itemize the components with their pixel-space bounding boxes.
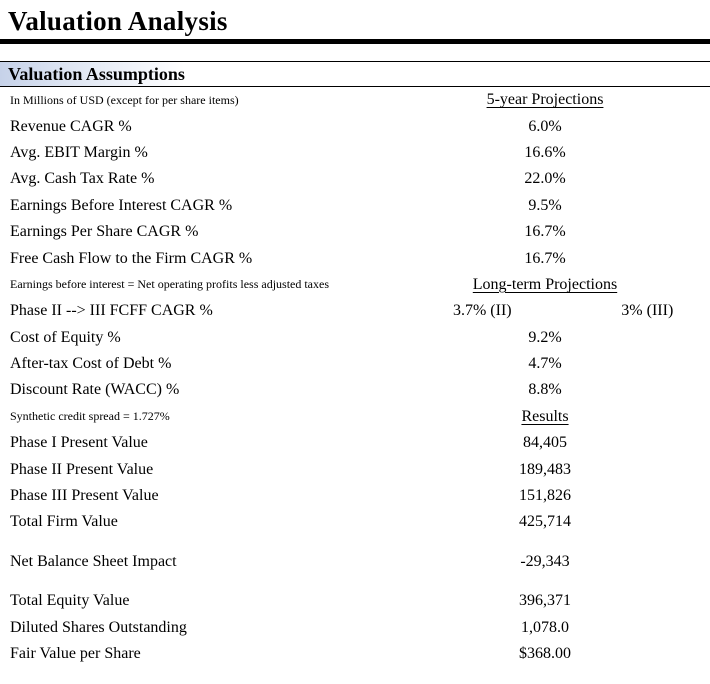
row-value: 84,405 — [523, 434, 567, 452]
row-value: 9.2% — [528, 328, 562, 346]
row-label: Total Firm Value — [10, 513, 118, 531]
table-row-phase2-pv: Phase II Present Value 189,483 — [0, 456, 710, 482]
table-row-ebit-margin: Avg. EBIT Margin % 16.6% — [0, 140, 710, 166]
spacer — [0, 536, 710, 549]
row-value: 16.7% — [524, 249, 566, 267]
column-header-cell: Long-term Projections — [380, 276, 710, 294]
row-value: 189,483 — [519, 460, 571, 478]
row-label: Phase II --> III FCFF CAGR % — [10, 302, 213, 320]
row-label: Net Balance Sheet Impact — [10, 552, 177, 570]
row-label: Avg. EBIT Margin % — [10, 143, 148, 161]
phase3-value: 3% (III) — [621, 302, 674, 320]
row-value: 6.0% — [528, 117, 562, 135]
table-row-fair-value-per-share: Fair Value per Share $368.00 — [0, 641, 710, 667]
table-row-phase-fcff-cagr: Phase II --> III FCFF CAGR % 3.7% (II) 3… — [0, 298, 710, 324]
row-label: Avg. Cash Tax Rate % — [10, 170, 155, 188]
section-header-band: Valuation Assumptions — [0, 61, 710, 87]
row-value: 396,371 — [519, 592, 571, 610]
page-title: Valuation Analysis — [8, 6, 228, 36]
table-row-cash-tax-rate: Avg. Cash Tax Rate % 22.0% — [0, 166, 710, 192]
table-row-total-equity-value: Total Equity Value 396,371 — [0, 588, 710, 614]
row-label: After-tax Cost of Debt % — [10, 355, 172, 373]
row-value: 9.5% — [528, 196, 562, 214]
row-value: 4.7% — [528, 355, 562, 373]
row-value: 22.0% — [524, 170, 566, 188]
table-row-diluted-shares: Diluted Shares Outstanding 1,078.0 — [0, 614, 710, 640]
row-value: -29,343 — [520, 552, 570, 570]
row-label: Revenue CAGR % — [10, 117, 132, 135]
units-note: In Millions of USD (except for per share… — [10, 92, 239, 107]
row-label: Earnings Per Share CAGR % — [10, 223, 199, 241]
row-label: Free Cash Flow to the Firm CAGR % — [10, 249, 253, 267]
table-row-net-balance-sheet-impact: Net Balance Sheet Impact -29,343 — [0, 549, 710, 575]
spacer — [0, 575, 710, 588]
subheader-row: In Millions of USD (except for per share… — [0, 87, 710, 113]
column-header-results: Results — [521, 407, 569, 425]
row-value: $368.00 — [519, 645, 571, 662]
table-row-phase1-pv: Phase I Present Value 84,405 — [0, 430, 710, 456]
table-row-cost-of-equity: Cost of Equity % 9.2% — [0, 325, 710, 351]
footnote-row-credit-spread: Synthetic credit spread = 1.727% Results — [0, 404, 710, 430]
column-header-cell: Results — [380, 408, 710, 426]
table-row-ebi-cagr: Earnings Before Interest CAGR % 9.5% — [0, 193, 710, 219]
row-label: Total Equity Value — [10, 592, 130, 610]
column-header-5yr-projections: 5-year Projections — [486, 91, 604, 109]
table-row-eps-cagr: Earnings Per Share CAGR % 16.7% — [0, 219, 710, 245]
row-label: Phase I Present Value — [10, 434, 148, 452]
table-row-total-firm-value: Total Firm Value 425,714 — [0, 509, 710, 535]
row-value-pair: 3.7% (II) 3% (III) — [380, 302, 710, 320]
section-header: Valuation Assumptions — [8, 63, 185, 84]
title-divider — [0, 39, 710, 44]
row-label: Discount Rate (WACC) % — [10, 381, 180, 399]
table-row-phase3-pv: Phase III Present Value 151,826 — [0, 483, 710, 509]
row-value: 16.7% — [524, 223, 566, 241]
column-header-long-term-projections: Long-term Projections — [472, 275, 618, 293]
footnote-row-ebi: Earnings before interest = Net operating… — [0, 272, 710, 298]
row-label: Earnings Before Interest CAGR % — [10, 196, 233, 214]
table-row-fcff-cagr: Free Cash Flow to the Firm CAGR % 16.7% — [0, 245, 710, 271]
column-header-cell: 5-year Projections — [380, 91, 710, 109]
phase2-value: 3.7% (II) — [452, 302, 512, 320]
row-value: 425,714 — [519, 513, 571, 531]
row-label: Cost of Equity % — [10, 328, 121, 346]
row-label: Phase III Present Value — [10, 487, 159, 505]
row-value: 16.6% — [524, 143, 566, 161]
footnote-ebi: Earnings before interest = Net operating… — [10, 277, 330, 292]
row-value: 1,078.0 — [521, 618, 569, 636]
row-label: Diluted Shares Outstanding — [10, 618, 187, 636]
row-value: 151,826 — [519, 487, 571, 505]
table-row-cost-of-debt: After-tax Cost of Debt % 4.7% — [0, 351, 710, 377]
table-row-revenue-cagr: Revenue CAGR % 6.0% — [0, 113, 710, 139]
row-label: Phase II Present Value — [10, 460, 154, 478]
row-value: 8.8% — [528, 381, 562, 399]
row-label: Fair Value per Share — [10, 645, 141, 662]
table-row-wacc: Discount Rate (WACC) % 8.8% — [0, 377, 710, 403]
footnote-credit-spread: Synthetic credit spread = 1.727% — [10, 409, 170, 424]
